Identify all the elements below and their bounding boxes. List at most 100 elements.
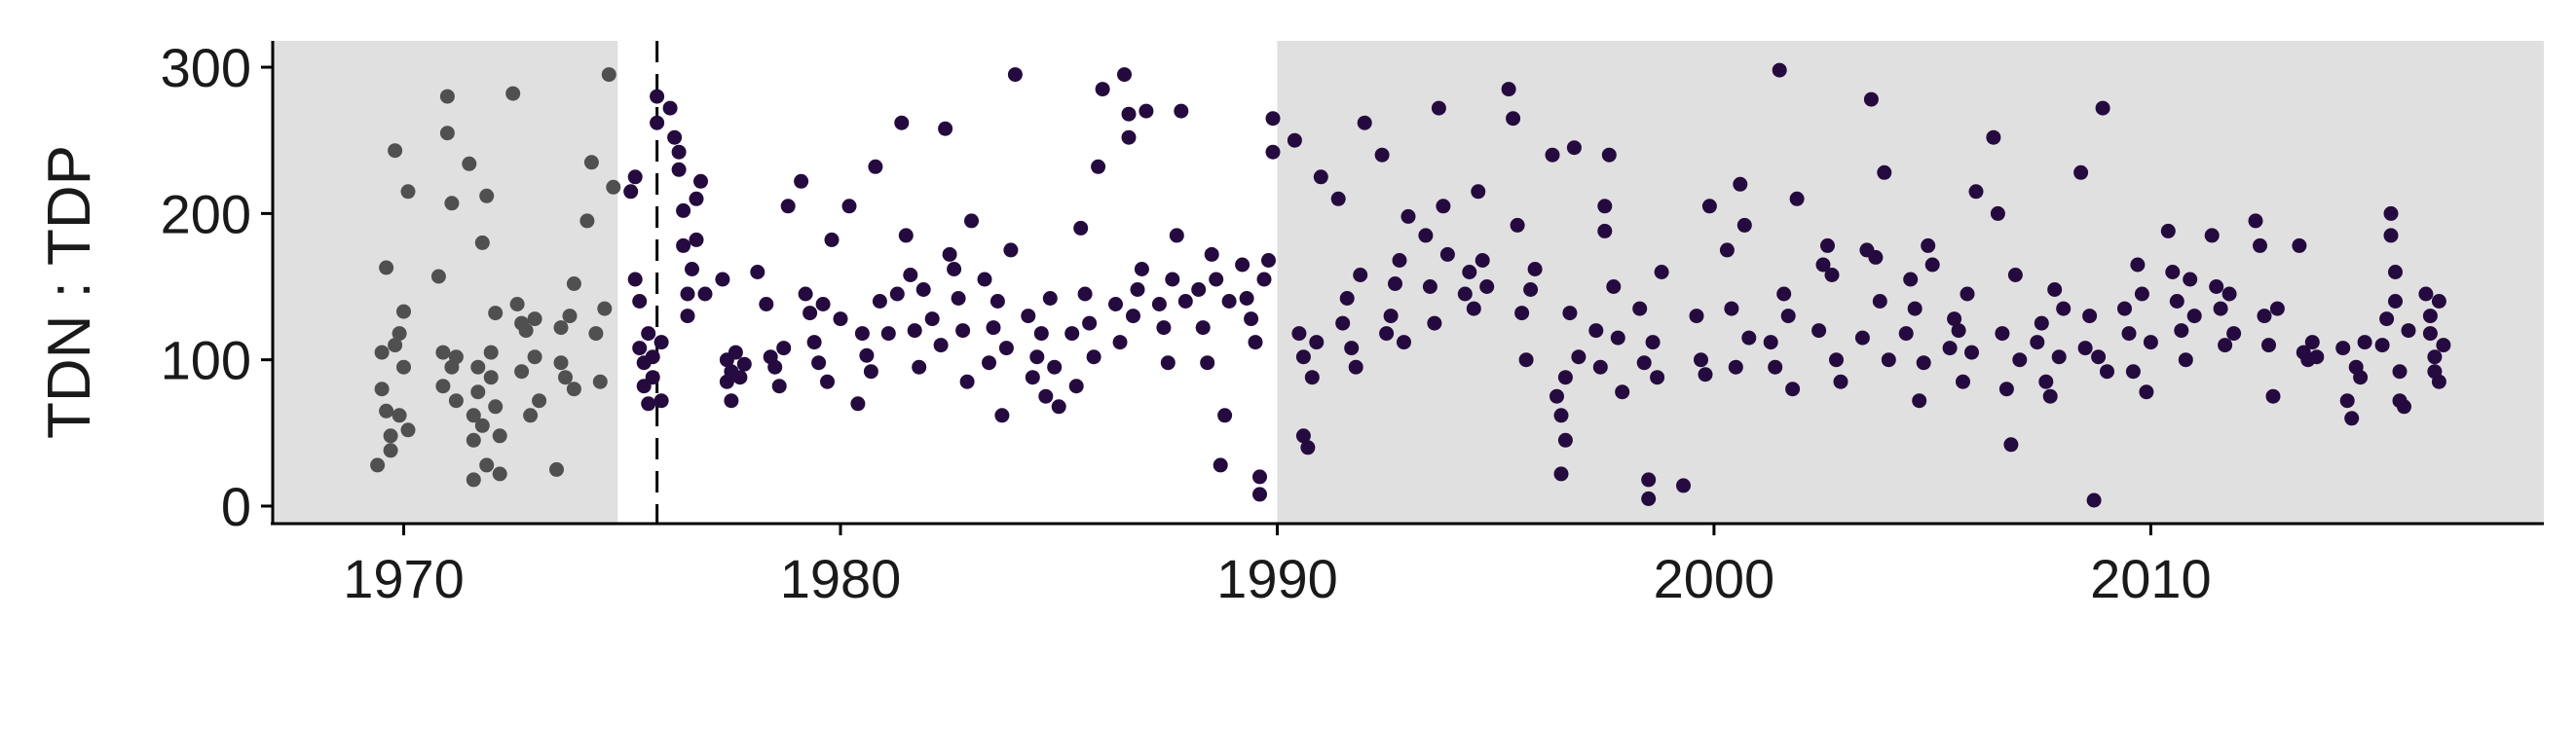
data-point — [562, 309, 578, 324]
data-point — [1295, 349, 1311, 365]
data-point — [645, 370, 660, 385]
data-point — [444, 196, 460, 211]
data-point — [951, 291, 966, 306]
data-point — [1191, 282, 1207, 297]
data-point — [601, 67, 616, 83]
data-point — [474, 235, 490, 250]
data-point — [998, 341, 1014, 356]
data-point — [606, 179, 621, 195]
data-point — [579, 213, 595, 229]
data-point — [1244, 311, 1259, 327]
data-point — [1033, 326, 1049, 342]
data-point — [1134, 262, 1149, 276]
data-point — [1789, 191, 1805, 206]
data-point — [2226, 326, 2242, 342]
data-point — [1863, 91, 1879, 107]
data-point — [566, 382, 581, 397]
data-point — [2143, 335, 2158, 350]
data-point — [474, 418, 490, 433]
data-point — [392, 326, 407, 342]
data-point — [1025, 370, 1040, 385]
y-tick-label: 200 — [161, 183, 251, 244]
data-point — [898, 228, 914, 243]
data-point — [1724, 301, 1739, 316]
data-point — [1912, 393, 1927, 409]
data-point — [1422, 279, 1437, 294]
data-point — [803, 306, 818, 321]
data-point — [2431, 294, 2446, 309]
data-point — [2422, 326, 2438, 342]
data-point — [1557, 432, 1573, 448]
data-point — [820, 374, 835, 389]
data-point — [466, 432, 481, 448]
data-point — [1610, 330, 1625, 346]
data-point — [566, 276, 581, 291]
data-point — [483, 370, 499, 385]
data-point — [833, 311, 848, 327]
data-point — [872, 294, 887, 309]
data-point — [2086, 492, 2102, 508]
data-point — [1108, 297, 1123, 311]
data-point — [2265, 388, 2281, 404]
data-point — [1195, 320, 1211, 336]
data-point — [430, 269, 446, 284]
data-point — [767, 359, 783, 375]
data-point — [1947, 311, 1962, 327]
data-point — [736, 356, 752, 372]
data-point — [1854, 330, 1870, 346]
data-point — [794, 173, 809, 189]
shaded-period-1 — [273, 41, 618, 524]
data-point — [1597, 223, 1613, 238]
data-point — [2292, 237, 2307, 253]
data-point — [400, 184, 416, 200]
data-point — [1676, 478, 1691, 493]
data-point — [1265, 144, 1281, 160]
data-point — [383, 428, 398, 444]
data-point — [1701, 199, 1717, 214]
data-point — [1527, 262, 1543, 276]
data-point — [439, 89, 455, 104]
x-tick-label: 2010 — [2090, 548, 2212, 609]
data-point — [824, 232, 840, 247]
data-point — [1248, 335, 1263, 350]
data-point — [2383, 205, 2399, 221]
data-point — [1924, 257, 1940, 273]
data-point — [1471, 184, 1486, 200]
data-point — [439, 126, 455, 141]
data-point — [2357, 335, 2372, 350]
data-point — [2388, 265, 2403, 279]
data-point — [1239, 291, 1254, 306]
data-point — [680, 309, 695, 324]
data-point — [1204, 246, 1219, 262]
data-point — [627, 272, 643, 287]
data-point — [1397, 335, 1411, 350]
data-point — [1824, 268, 1840, 282]
data-point — [806, 335, 822, 350]
data-point — [583, 155, 599, 170]
data-point — [2165, 265, 2181, 279]
data-point — [2431, 374, 2446, 389]
data-point — [933, 338, 949, 353]
data-point — [2051, 349, 2067, 365]
data-point — [527, 349, 542, 365]
data-point — [379, 260, 394, 275]
data-point — [1383, 309, 1399, 324]
data-point — [2427, 349, 2443, 365]
data-point — [645, 349, 660, 365]
data-point — [1641, 472, 1657, 488]
data-point — [2095, 100, 2110, 116]
data-point — [1200, 355, 1215, 371]
data-point — [989, 294, 1005, 309]
data-point — [1736, 217, 1752, 233]
data-point — [924, 311, 940, 327]
data-point — [653, 335, 669, 350]
data-point — [759, 297, 774, 311]
data-point — [1235, 257, 1251, 273]
data-points — [370, 62, 2451, 508]
data-point — [1287, 132, 1302, 148]
data-point — [1986, 129, 2001, 145]
data-point — [1388, 276, 1402, 291]
data-point — [1698, 367, 1713, 383]
data-point — [2397, 399, 2411, 415]
data-point — [915, 282, 931, 297]
